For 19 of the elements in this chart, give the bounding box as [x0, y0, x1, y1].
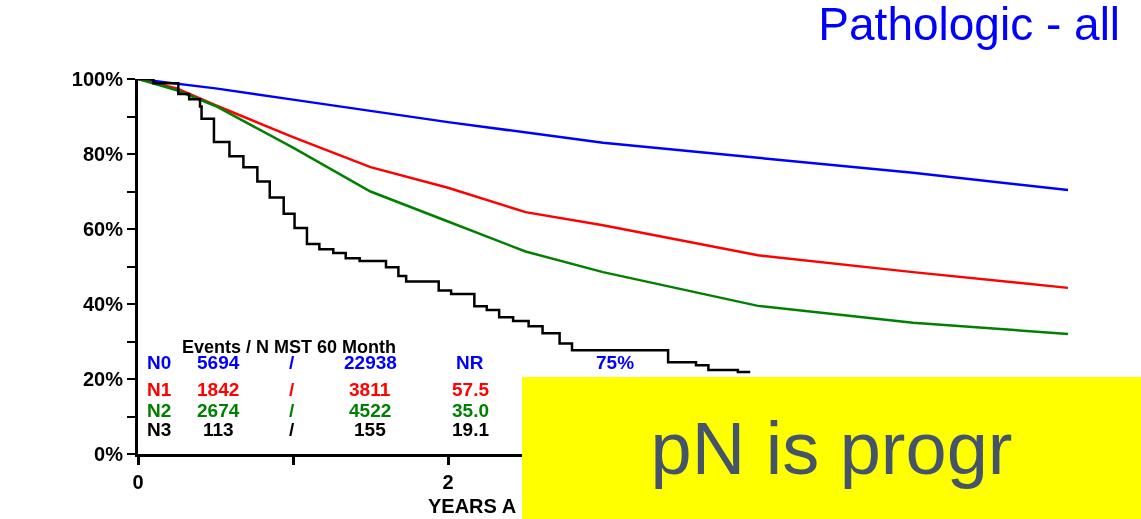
y-tick-label: 60%	[82, 218, 124, 240]
chart-title: Pathologic - all	[818, 0, 1121, 51]
text: 2674 / 4522 35.0	[197, 400, 489, 421]
callout-panel: pN is progr	[522, 377, 1141, 519]
y-tick-label: 40%	[82, 293, 124, 315]
text: N3	[147, 419, 172, 440]
y-tick-label: 80%	[82, 143, 124, 165]
x-axis-title: YEARS A	[428, 495, 517, 517]
x-tick-label: 0	[132, 471, 144, 493]
line-series	[138, 79, 1070, 336]
text: 113 / 155 19.1	[203, 419, 489, 440]
y-tick-label: 0%	[94, 443, 124, 465]
y-tick-label: 20%	[82, 368, 124, 390]
text: 1842 / 3811 57.5	[197, 379, 489, 400]
y-tick-label: 100%	[71, 68, 124, 90]
text: N1	[147, 379, 172, 400]
text: N0	[147, 352, 172, 373]
text: N2	[147, 400, 172, 421]
x-tick-label: 2	[442, 471, 454, 493]
